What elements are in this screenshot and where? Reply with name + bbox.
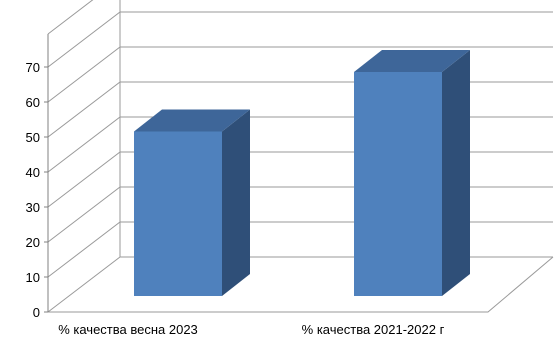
bar [354, 72, 442, 296]
y-tick-label: 10 [26, 270, 40, 285]
x-axis-tick-labels: % качества весна 2023 % качества 2021-202… [58, 322, 444, 337]
gridline [47, 46, 553, 103]
gridlines [47, 0, 554, 313]
gridline [47, 221, 553, 278]
axes [44, 34, 49, 313]
y-tick-label: 20 [26, 235, 40, 250]
bar-top-face [134, 109, 250, 132]
gridline [47, 11, 553, 68]
y-tick-label: 40 [26, 165, 40, 180]
y-tick-label: 30 [26, 200, 40, 215]
y-tick-label: 50 [26, 130, 40, 145]
gridline [47, 186, 553, 243]
bars [134, 50, 470, 296]
bar-side-face [442, 50, 470, 296]
bar-top-face [354, 50, 470, 72]
x-tick-label: % качества весна 2023 [58, 322, 198, 337]
bar [134, 131, 222, 296]
floor-edge [48, 256, 554, 313]
y-axis-tick-labels: 0 10 20 30 40 50 60 70 [26, 60, 40, 320]
gridline [47, 256, 553, 313]
y-tick-label: 70 [26, 60, 40, 75]
back-wall-top-edge [47, 0, 94, 35]
gridline [47, 151, 553, 208]
gridline [47, 81, 553, 138]
x-tick-label: % качества 2021-2022 г [302, 322, 445, 337]
y-tick-label: 60 [26, 95, 40, 110]
bar-side-face [222, 109, 250, 296]
y-tick-label: 0 [33, 305, 40, 320]
gridline [47, 116, 553, 173]
